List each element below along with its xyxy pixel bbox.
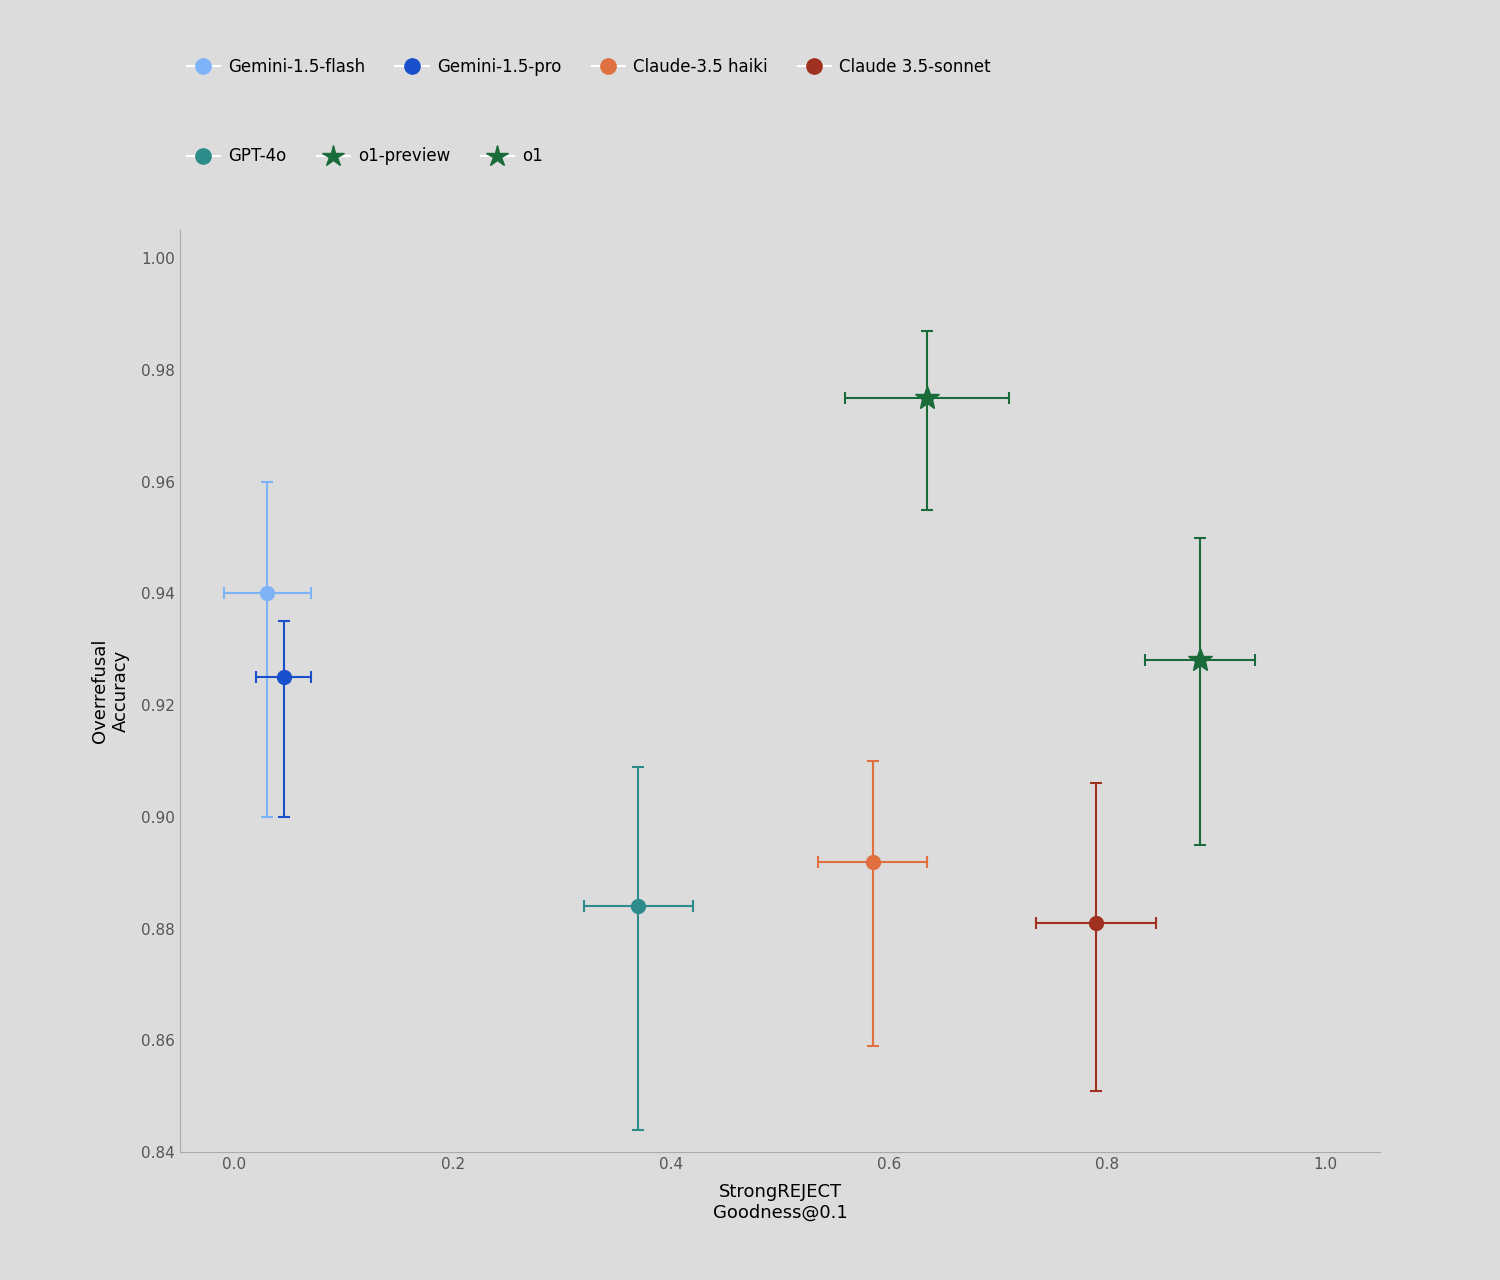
X-axis label: StrongREJECT
Goodness@0.1: StrongREJECT Goodness@0.1 [712,1183,848,1222]
Y-axis label: Overrefusal
Accuracy: Overrefusal Accuracy [92,639,130,744]
Legend: GPT-4o, o1-preview, o1: GPT-4o, o1-preview, o1 [180,141,549,172]
Legend: Gemini-1.5-flash, Gemini-1.5-pro, Claude-3.5 haiki, Claude 3.5-sonnet: Gemini-1.5-flash, Gemini-1.5-pro, Claude… [180,51,998,82]
